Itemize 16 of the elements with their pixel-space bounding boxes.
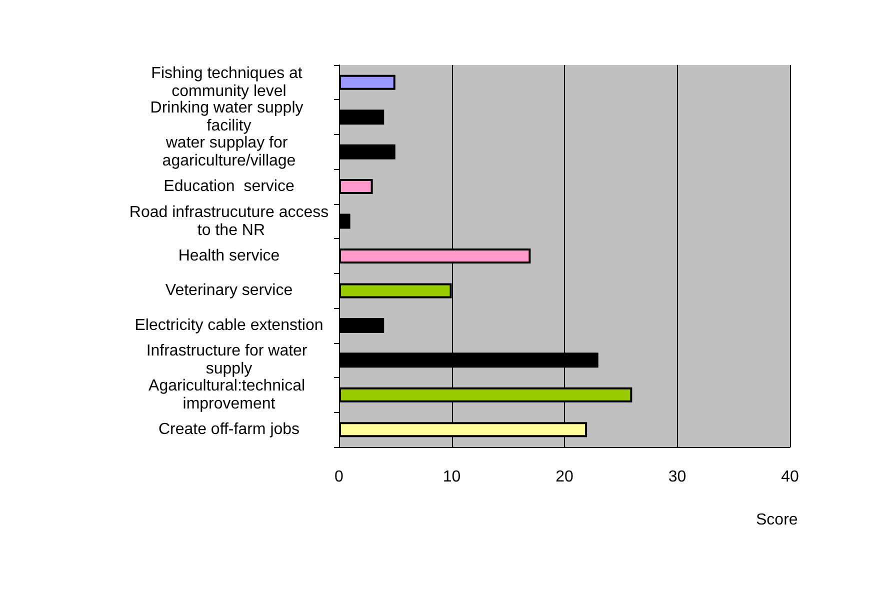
x-tick-label: 30 — [668, 468, 686, 486]
y-tick-label: Education service — [164, 178, 294, 196]
y-tick-label: Road infrastrucuture access to the NR — [129, 204, 329, 239]
y-tick-label: Create off-farm jobs — [158, 421, 300, 438]
x-tick-label: 40 — [781, 468, 799, 486]
y-tick-label: Infrastructure for water supply — [146, 342, 312, 378]
y-tick-label: Agaricultural:technical improvement — [148, 377, 310, 412]
x-axis-title: Score — [756, 512, 798, 528]
y-tick-label: Electricity cable extenstion — [134, 316, 324, 334]
x-tick-label: 0 — [334, 468, 344, 486]
x-tick-label: 20 — [556, 468, 574, 486]
y-tick-label: Fishing techniques at community level — [151, 64, 307, 100]
y-tick-label: water supplay for agariculture/village — [162, 134, 296, 170]
y-tick-label: Health service — [178, 248, 280, 264]
y-tick-label: Veterinary service — [165, 282, 293, 300]
x-tick-label: 10 — [442, 468, 461, 486]
